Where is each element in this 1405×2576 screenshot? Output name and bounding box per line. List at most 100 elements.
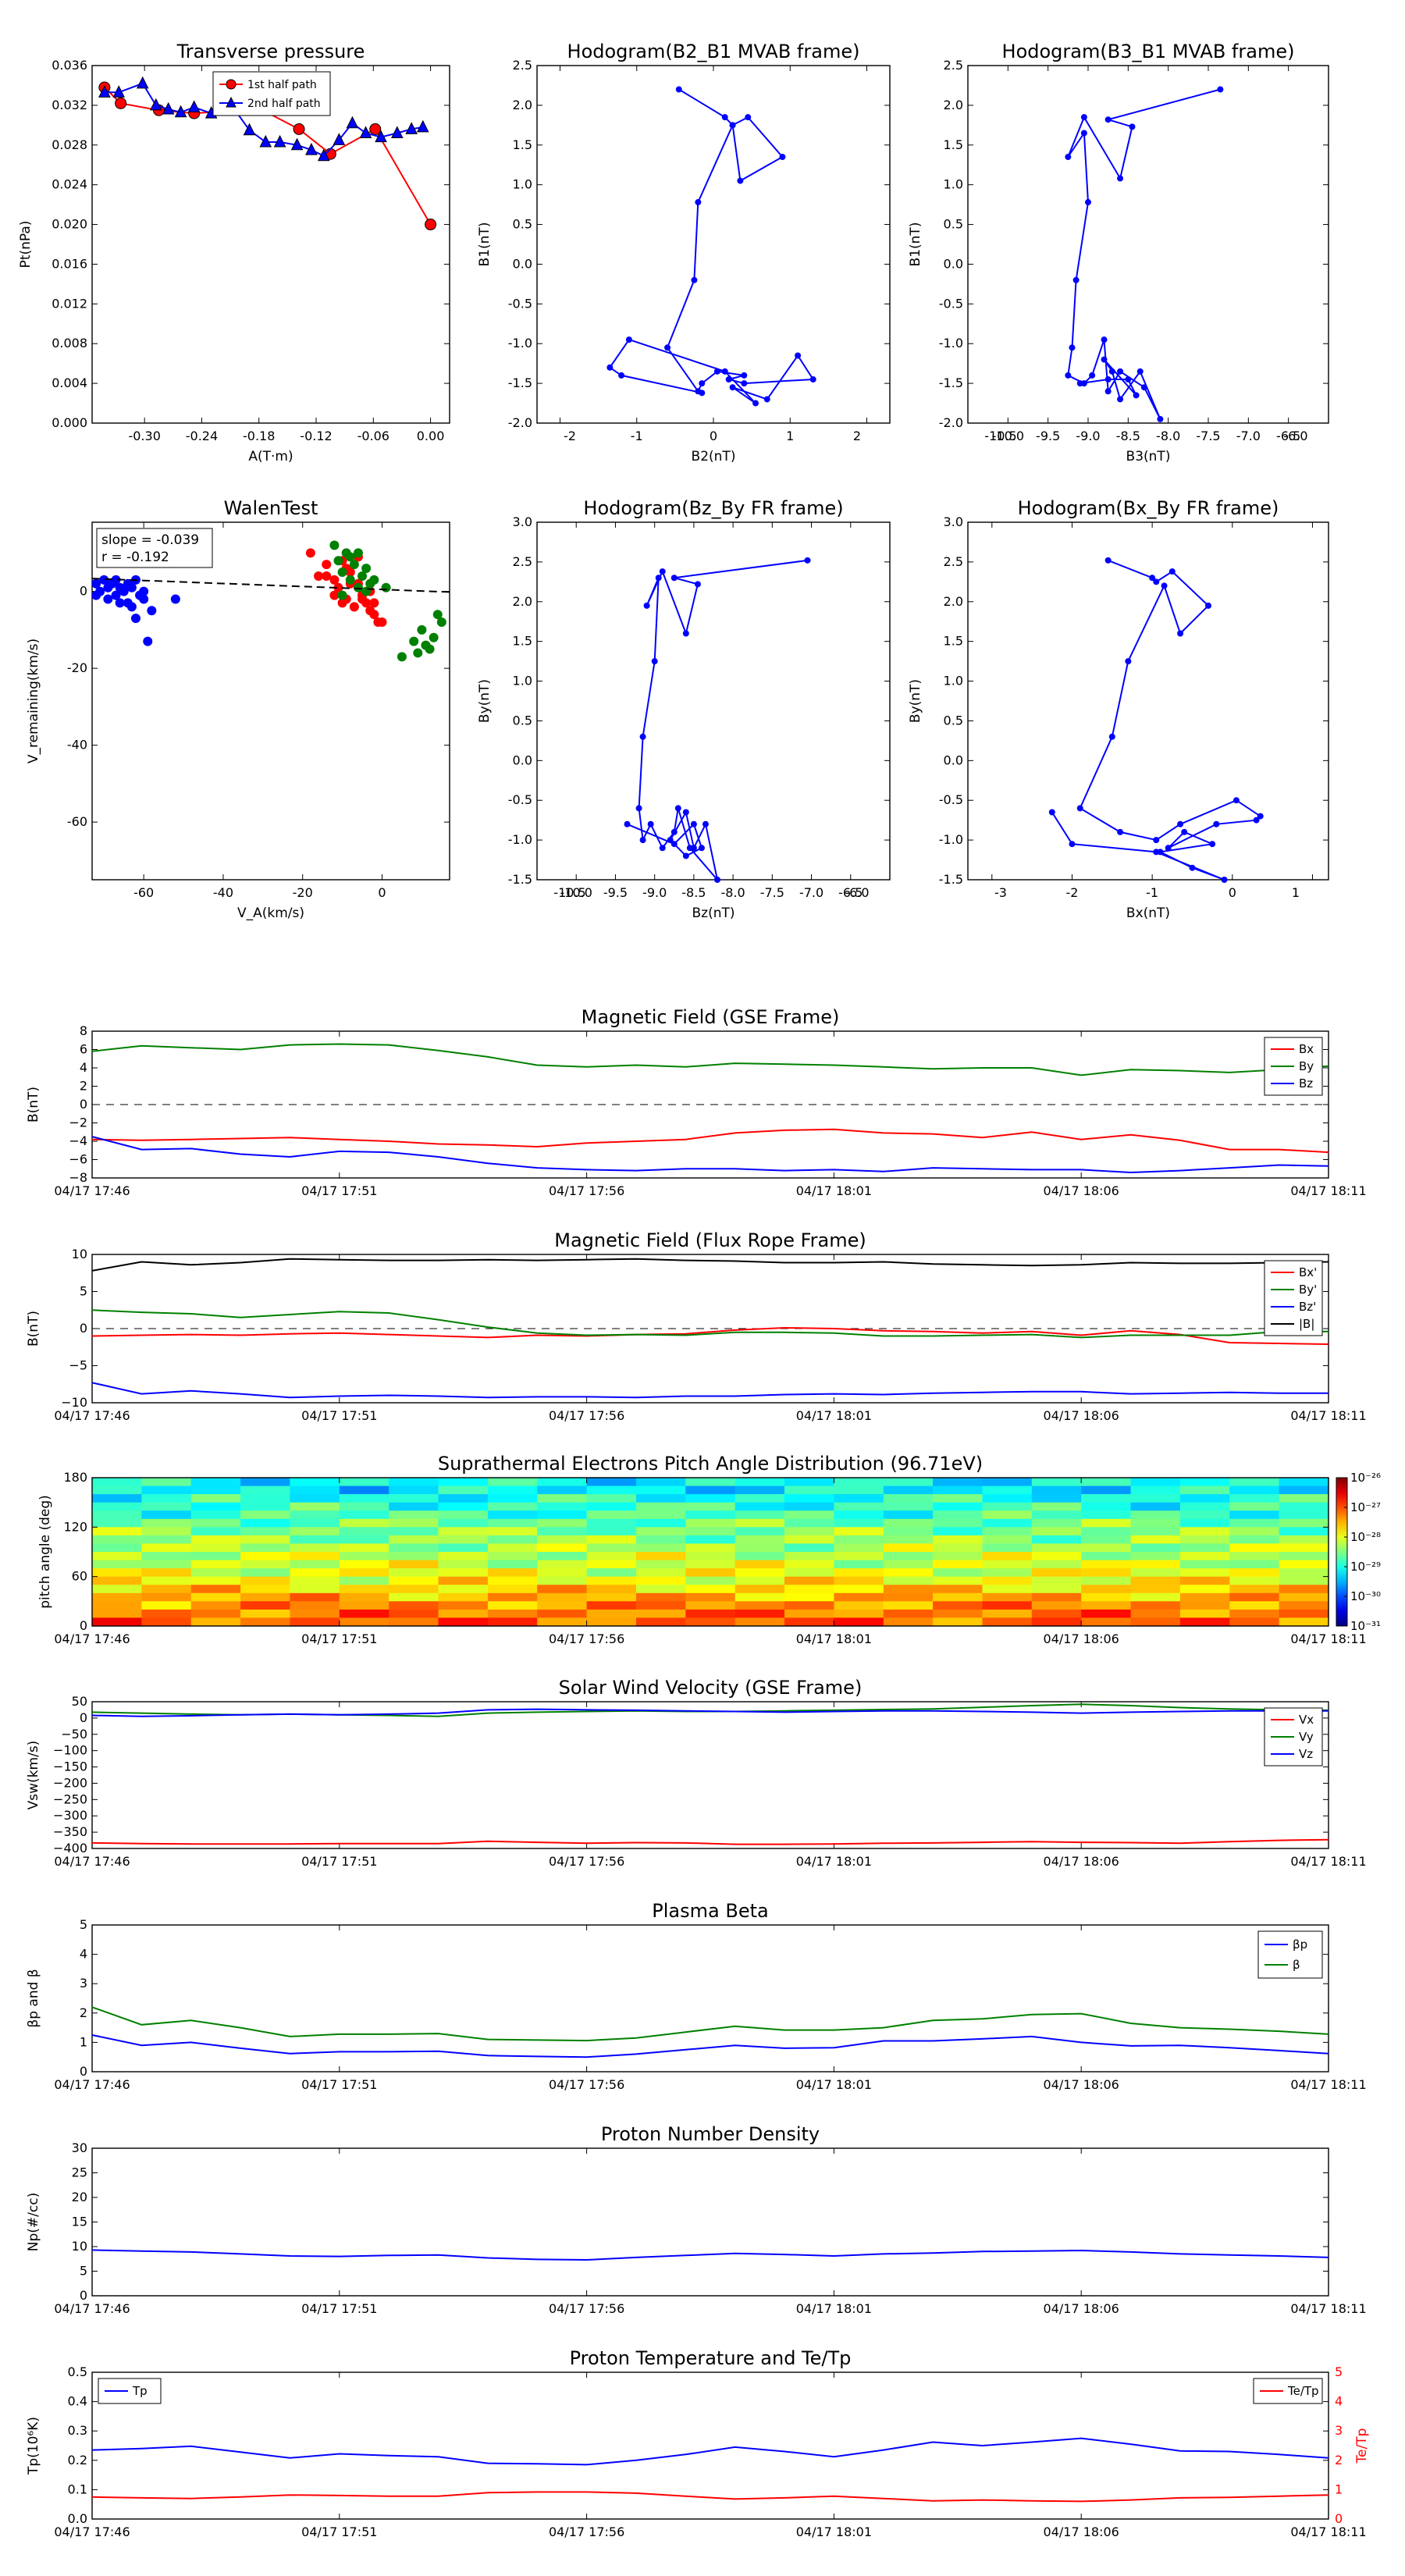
heatmap-cell	[389, 1609, 439, 1619]
heatmap-cell	[1130, 1494, 1181, 1503]
x-tick-label: -0.06	[357, 429, 389, 443]
heatmap-cell	[290, 1478, 340, 1487]
heatmap-cell	[537, 1576, 588, 1585]
x-tick-label: 04/17 17:51	[301, 2301, 377, 2316]
y-tick-label: 0.036	[52, 58, 87, 73]
data-point	[655, 575, 662, 582]
y-tick-label: -1.5	[939, 872, 963, 887]
y-tick-label: 2	[80, 2005, 87, 2020]
heatmap-cell	[982, 1552, 1033, 1561]
heatmap-cell	[685, 1527, 736, 1536]
heatmap-cell	[735, 1478, 785, 1487]
heatmap-cell	[1130, 1485, 1181, 1495]
y-tick-label: −200	[53, 1775, 87, 1790]
x-tick-label: 04/17 17:46	[54, 1854, 130, 1869]
heatmap-cell	[1130, 1560, 1181, 1569]
data-point	[795, 352, 802, 359]
heatmap-cell	[537, 1560, 588, 1569]
data-point	[691, 276, 698, 283]
heatmap-cell	[92, 1617, 142, 1627]
heatmap-cell	[1279, 1617, 1329, 1627]
heatmap-cell	[1031, 1518, 1082, 1528]
heatmap-cell	[933, 1485, 984, 1495]
heatmap-cell	[190, 1527, 241, 1536]
heatmap-cell	[1229, 1568, 1280, 1578]
x-tick-label: -3	[994, 885, 1007, 900]
heatmap-cell	[1179, 1601, 1230, 1610]
heatmap-cell	[339, 1485, 389, 1495]
heatmap-cell	[586, 1543, 637, 1553]
heatmap-cell	[1179, 1576, 1230, 1585]
data-point	[290, 137, 304, 151]
y-tick-label: 0.012	[52, 296, 87, 311]
heatmap-cell	[636, 1585, 686, 1594]
x-tick-label: 04/17 18:06	[1044, 2524, 1119, 2539]
y-tick-label: 0.2	[68, 2453, 87, 2467]
heatmap-cell	[586, 1510, 637, 1520]
data-point	[682, 809, 689, 816]
data-point	[432, 610, 443, 620]
x-tick-label: 04/17 17:56	[549, 1408, 624, 1423]
heatmap-cell	[141, 1510, 192, 1520]
y-tick-label-right: 1	[1335, 2482, 1343, 2496]
x-tick-label: 04/17 17:56	[549, 1183, 624, 1198]
y-tick-label: 0.004	[52, 375, 87, 390]
y-tick-label: 1.5	[944, 137, 963, 152]
y-axis-label: Tp(10⁶K)	[26, 2417, 41, 2475]
heatmap-cell	[636, 1535, 686, 1545]
heatmap-cell	[240, 1576, 291, 1585]
heatmap-cell	[636, 1552, 686, 1561]
heatmap-cell	[438, 1485, 489, 1495]
mag-fr-chart: Magnetic Field (Flux Rope Frame) 04/17 17…	[26, 1229, 1367, 1423]
heatmap-cell	[883, 1617, 934, 1627]
data-point	[136, 76, 149, 89]
heatmap-cell	[982, 1494, 1033, 1503]
data-point	[1117, 396, 1124, 403]
heatmap-cell	[190, 1494, 241, 1503]
heatmap-cell	[141, 1485, 192, 1495]
heatmap-cell	[290, 1552, 340, 1561]
data-point	[690, 845, 697, 852]
heatmap-cell	[92, 1510, 142, 1520]
heatmap-cell	[735, 1518, 785, 1528]
heatmap-cell	[438, 1527, 489, 1536]
heatmap-cell	[438, 1494, 489, 1503]
data-point	[1076, 380, 1083, 387]
y-tick-label: -1.5	[508, 375, 532, 390]
heatmap-cell	[141, 1609, 192, 1619]
y-tick-label: 10	[72, 1247, 87, 1261]
data-point	[675, 86, 682, 93]
heatmap-cell	[389, 1478, 439, 1487]
heatmap-cell	[1130, 1510, 1181, 1520]
heatmap-cell	[735, 1560, 785, 1569]
y-tick-label: 5	[80, 1284, 87, 1299]
data-point	[345, 552, 355, 562]
heatmap-cell	[389, 1510, 439, 1520]
data-point	[667, 837, 674, 844]
chart-title: Proton Temperature and Te/Tp	[570, 2347, 852, 2369]
heatmap-cell	[933, 1585, 984, 1594]
y-axis-label: By(nT)	[477, 679, 493, 723]
heatmap-cell	[982, 1617, 1033, 1627]
data-point	[643, 602, 650, 609]
heatmap-cell	[389, 1518, 439, 1528]
y-tick-label: 0.5	[944, 713, 963, 728]
heatmap-cell	[586, 1527, 637, 1536]
x-tick-label: -10.5	[984, 429, 1016, 443]
heatmap-cell	[883, 1510, 934, 1520]
y-axis-label: B1(nT)	[908, 222, 923, 267]
heatmap-cell	[636, 1543, 686, 1553]
proton-density-chart: Proton Number Density 04/17 17:46 04/17 17…	[26, 2123, 1367, 2316]
data-point	[1129, 123, 1136, 130]
heatmap-cell	[636, 1576, 686, 1585]
heatmap-cell	[685, 1592, 736, 1602]
plot-frame	[91, 1477, 1329, 1627]
heatmap-cell	[1279, 1502, 1329, 1511]
heatmap-cell	[1229, 1510, 1280, 1520]
heatmap-cell	[389, 1585, 439, 1594]
heatmap-cell	[1081, 1592, 1132, 1602]
x-tick-label: 04/17 18:06	[1044, 1854, 1119, 1869]
data-point	[1221, 877, 1228, 883]
y-axis-label-right: Te/Tp	[1354, 2428, 1370, 2464]
